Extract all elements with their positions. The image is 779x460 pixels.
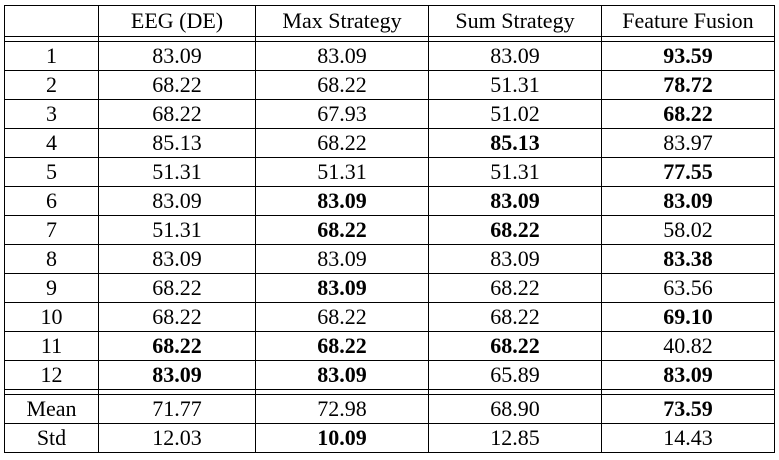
value-cell: 83.97 <box>601 128 775 158</box>
value-cell: 12.85 <box>428 423 602 453</box>
value-cell: 68.22 <box>601 99 775 129</box>
row-label: 7 <box>4 215 99 245</box>
subject-row: 1 83.09 83.09 83.09 93.59 <box>4 41 775 71</box>
subject-row: 8 83.09 83.09 83.09 83.38 <box>4 244 775 274</box>
subject-row: 6 83.09 83.09 83.09 83.09 <box>4 186 775 216</box>
value-cell: 83.09 <box>601 186 775 216</box>
value-cell: 12.03 <box>98 423 256 453</box>
subject-row: 7 51.31 68.22 68.22 58.02 <box>4 215 775 245</box>
value-cell: 40.82 <box>601 331 775 361</box>
results-table: EEG (DE) Max Strategy Sum Strategy Featu… <box>4 5 775 453</box>
subject-row: 10 68.22 68.22 68.22 69.10 <box>4 302 775 332</box>
subject-row: 9 68.22 83.09 68.22 63.56 <box>4 273 775 303</box>
row-label: 9 <box>4 273 99 303</box>
value-cell: 68.22 <box>255 331 429 361</box>
row-label: 11 <box>4 331 99 361</box>
value-cell: 68.22 <box>98 302 256 332</box>
value-cell: 78.72 <box>601 70 775 100</box>
value-cell: 68.22 <box>428 215 602 245</box>
value-cell: 63.56 <box>601 273 775 303</box>
header-cell-empty <box>4 5 99 37</box>
row-label: 6 <box>4 186 99 216</box>
row-label: 4 <box>4 128 99 158</box>
subject-row: 12 83.09 83.09 65.89 83.09 <box>4 360 775 390</box>
row-label: 10 <box>4 302 99 332</box>
value-cell: 83.09 <box>98 360 256 390</box>
row-label: Std <box>4 423 99 453</box>
value-cell: 68.22 <box>98 273 256 303</box>
value-cell: 51.02 <box>428 99 602 129</box>
value-cell: 67.93 <box>255 99 429 129</box>
value-cell: 51.31 <box>255 157 429 187</box>
value-cell: 83.09 <box>255 360 429 390</box>
value-cell: 58.02 <box>601 215 775 245</box>
value-cell: 10.09 <box>255 423 429 453</box>
value-cell: 65.89 <box>428 360 602 390</box>
value-cell: 83.09 <box>428 244 602 274</box>
subject-row: 3 68.22 67.93 51.02 68.22 <box>4 99 775 129</box>
value-cell: 83.09 <box>98 186 256 216</box>
value-cell: 68.22 <box>255 302 429 332</box>
row-label: 2 <box>4 70 99 100</box>
value-cell: 69.10 <box>601 302 775 332</box>
header-cell-feature-fusion: Feature Fusion <box>601 5 775 37</box>
value-cell: 68.22 <box>428 331 602 361</box>
value-cell: 85.13 <box>428 128 602 158</box>
value-cell: 68.22 <box>255 128 429 158</box>
value-cell: 77.55 <box>601 157 775 187</box>
value-cell: 72.98 <box>255 394 429 424</box>
value-cell: 51.31 <box>428 70 602 100</box>
value-cell: 51.31 <box>98 157 256 187</box>
value-cell: 68.22 <box>98 70 256 100</box>
value-cell: 83.09 <box>98 41 256 71</box>
table-body: EEG (DE) Max Strategy Sum Strategy Featu… <box>4 5 775 453</box>
header-cell-max-strategy: Max Strategy <box>255 5 429 37</box>
value-cell: 83.09 <box>255 186 429 216</box>
value-cell: 73.59 <box>601 394 775 424</box>
subject-row: 11 68.22 68.22 68.22 40.82 <box>4 331 775 361</box>
value-cell: 83.38 <box>601 244 775 274</box>
row-label: 8 <box>4 244 99 274</box>
row-label: 12 <box>4 360 99 390</box>
value-cell: 83.09 <box>255 244 429 274</box>
row-label: 5 <box>4 157 99 187</box>
value-cell: 83.09 <box>428 186 602 216</box>
value-cell: 68.90 <box>428 394 602 424</box>
value-cell: 14.43 <box>601 423 775 453</box>
value-cell: 68.22 <box>428 273 602 303</box>
header-cell-sum-strategy: Sum Strategy <box>428 5 602 37</box>
value-cell: 83.09 <box>255 273 429 303</box>
value-cell: 83.09 <box>601 360 775 390</box>
value-cell: 51.31 <box>98 215 256 245</box>
subject-row: 4 85.13 68.22 85.13 83.97 <box>4 128 775 158</box>
value-cell: 83.09 <box>255 41 429 71</box>
row-label: 1 <box>4 41 99 71</box>
header-cell-eeg-de: EEG (DE) <box>98 5 256 37</box>
subject-row: 2 68.22 68.22 51.31 78.72 <box>4 70 775 100</box>
summary-row: Std 12.03 10.09 12.85 14.43 <box>4 423 775 453</box>
value-cell: 51.31 <box>428 157 602 187</box>
row-label: 3 <box>4 99 99 129</box>
row-label: Mean <box>4 394 99 424</box>
value-cell: 68.22 <box>255 70 429 100</box>
value-cell: 68.22 <box>255 215 429 245</box>
summary-row: Mean 71.77 72.98 68.90 73.59 <box>4 394 775 424</box>
value-cell: 68.22 <box>98 331 256 361</box>
subject-row: 5 51.31 51.31 51.31 77.55 <box>4 157 775 187</box>
header-row: EEG (DE) Max Strategy Sum Strategy Featu… <box>4 5 775 37</box>
value-cell: 93.59 <box>601 41 775 71</box>
value-cell: 68.22 <box>428 302 602 332</box>
value-cell: 85.13 <box>98 128 256 158</box>
value-cell: 68.22 <box>98 99 256 129</box>
value-cell: 71.77 <box>98 394 256 424</box>
value-cell: 83.09 <box>428 41 602 71</box>
value-cell: 83.09 <box>98 244 256 274</box>
